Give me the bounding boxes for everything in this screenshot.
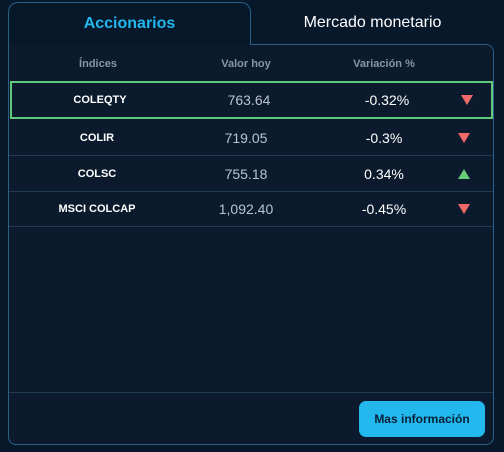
index-value: 1,092.40 [218, 200, 274, 217]
table-row[interactable]: MSCI COLCAP 1,092.40 -0.45% [9, 191, 493, 227]
index-value: 719.05 [224, 129, 268, 146]
table-row[interactable]: COLEQTY 763.64 -0.32% [10, 81, 493, 119]
index-name: COLSC [77, 167, 117, 180]
index-variation: -0.3% [365, 129, 403, 146]
more-info-button[interactable]: Mas información [359, 401, 485, 437]
index-name: COLIR [79, 131, 115, 144]
header-indices: Índices [79, 58, 117, 70]
index-name: COLEQTY [73, 94, 127, 106]
table-row[interactable]: COLIR 719.05 -0.3% [9, 120, 493, 156]
tab-accionarios-label: Accionarios [83, 15, 176, 32]
tab-mercado-monetario-label: Mercado monetario [303, 14, 442, 31]
index-variation: -0.32% [364, 92, 410, 108]
index-value: 763.64 [227, 92, 271, 108]
index-name: MSCI COLCAP [58, 202, 136, 215]
indices-panel [8, 44, 494, 445]
tab-accionarios[interactable]: Accionarios [8, 2, 251, 45]
arrow-down-icon [461, 95, 473, 105]
header-valor-hoy: Valor hoy [221, 58, 271, 70]
trend-cell [449, 120, 479, 155]
index-value: 755.18 [224, 165, 268, 182]
arrow-down-icon [458, 132, 470, 143]
arrow-down-icon [458, 203, 470, 214]
arrow-up-icon [458, 168, 470, 179]
trend-cell [449, 156, 479, 191]
trend-cell [449, 191, 479, 226]
trend-cell [452, 83, 482, 117]
tab-mercado-monetario[interactable]: Mercado monetario [251, 2, 494, 44]
header-variacion: Variación % [353, 58, 415, 70]
table-row[interactable]: COLSC 755.18 0.34% [9, 156, 493, 192]
index-variation: 0.34% [364, 165, 404, 182]
footer-divider [9, 392, 493, 393]
index-variation: -0.45% [361, 200, 407, 217]
